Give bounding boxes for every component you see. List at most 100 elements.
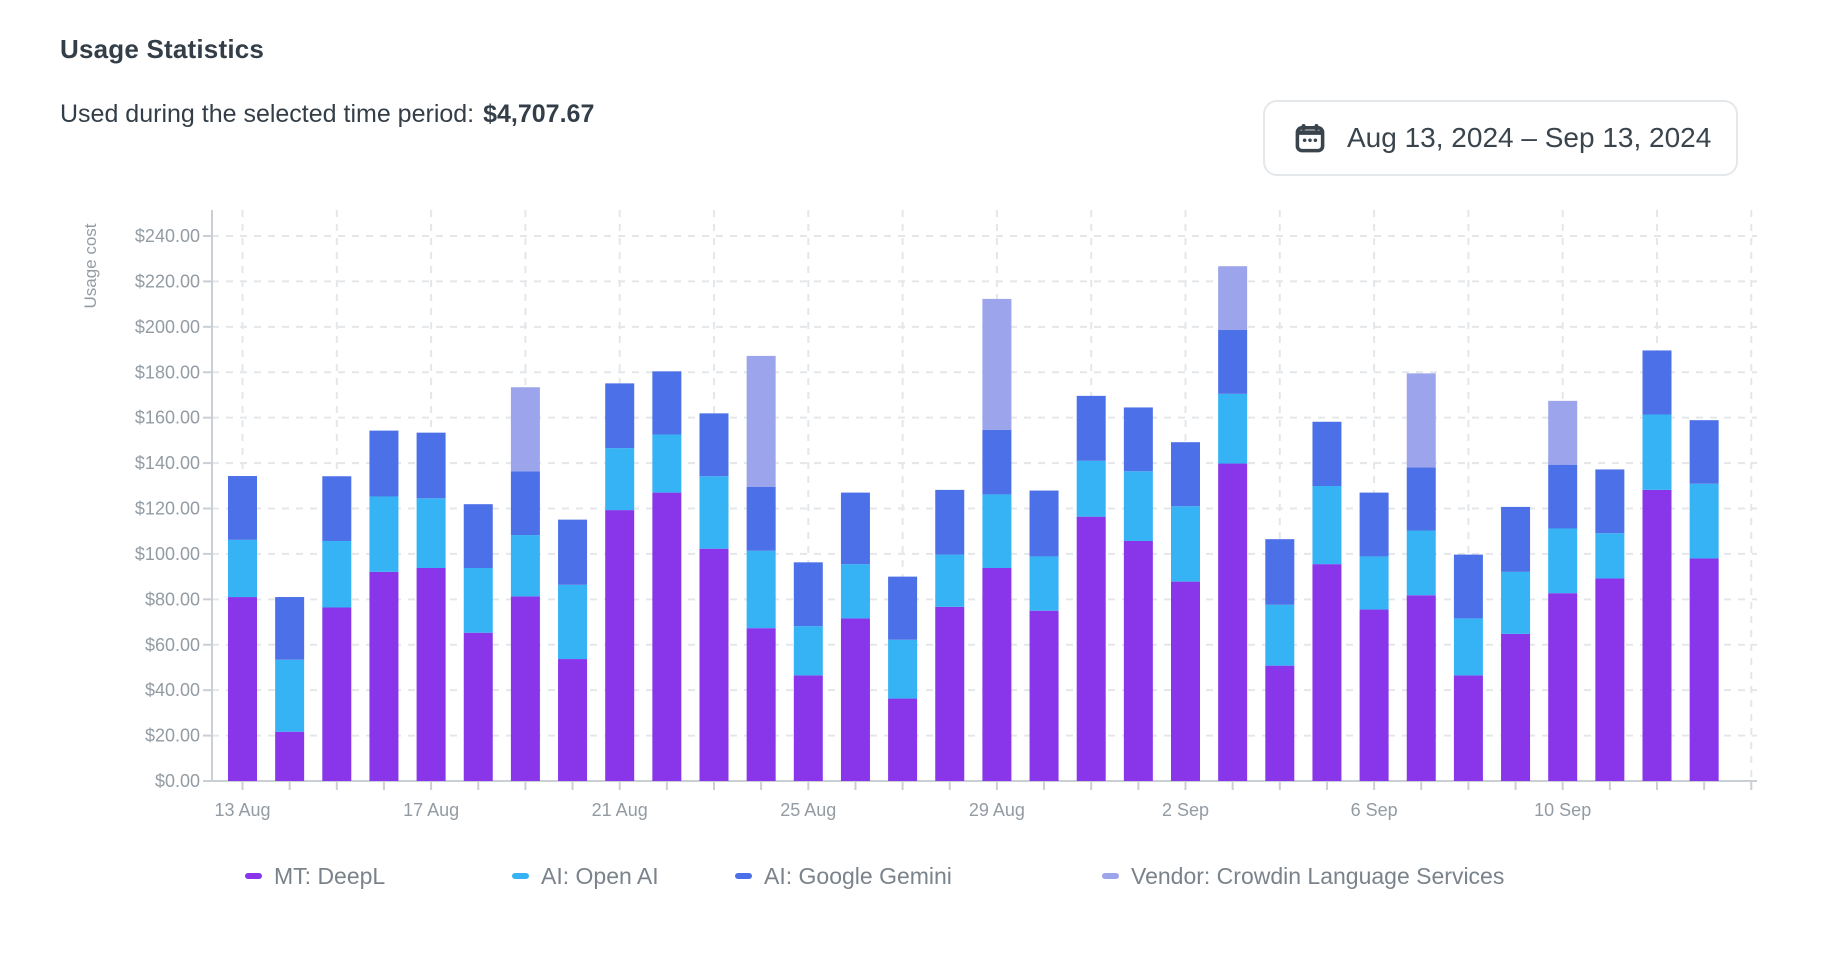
bar-segment-3-sep-vendor-crowdin-language-services[interactable] — [1218, 266, 1248, 331]
bar-segment-24-aug-mt-deepl[interactable] — [746, 628, 776, 781]
bar-segment-11-sep-ai-open-ai[interactable] — [1595, 533, 1625, 579]
bar-segment-5-sep-ai-open-ai[interactable] — [1312, 486, 1342, 565]
bar-segment-10-sep-mt-deepl[interactable] — [1548, 593, 1578, 781]
bar-segment-29-aug-vendor-crowdin-language-services[interactable] — [982, 298, 1012, 430]
bar-segment-23-aug-mt-deepl[interactable] — [699, 548, 729, 781]
bar-segment-11-sep-ai-google-gemini[interactable] — [1595, 469, 1625, 534]
bar-segment-29-aug-mt-deepl[interactable] — [982, 567, 1012, 781]
bar-segment-12-sep-mt-deepl[interactable] — [1642, 489, 1672, 781]
bar-segment-13-aug-ai-google-gemini[interactable] — [228, 476, 257, 540]
bar-segment-27-aug-mt-deepl[interactable] — [888, 698, 918, 781]
bar-segment-31-aug-ai-open-ai[interactable] — [1076, 460, 1106, 517]
bar-segment-18-aug-ai-google-gemini[interactable] — [463, 504, 493, 568]
bar-segment-16-aug-mt-deepl[interactable] — [369, 571, 399, 781]
bar-segment-9-sep-ai-google-gemini[interactable] — [1501, 506, 1531, 572]
bar-segment-13-sep-ai-google-gemini[interactable] — [1689, 420, 1719, 484]
bar-segment-30-aug-ai-google-gemini[interactable] — [1029, 490, 1059, 557]
bar-segment-27-aug-ai-google-gemini[interactable] — [888, 576, 918, 640]
bar-segment-7-sep-ai-open-ai[interactable] — [1406, 530, 1436, 596]
bar-segment-12-sep-ai-open-ai[interactable] — [1642, 414, 1672, 490]
bar-segment-24-aug-vendor-crowdin-language-services[interactable] — [746, 355, 776, 487]
bar-segment-21-aug-mt-deepl[interactable] — [605, 510, 635, 781]
bar-segment-23-aug-ai-google-gemini[interactable] — [699, 413, 729, 477]
bar-segment-30-aug-ai-open-ai[interactable] — [1029, 556, 1059, 611]
bar-segment-16-aug-ai-google-gemini[interactable] — [369, 430, 399, 497]
bar-segment-22-aug-mt-deepl[interactable] — [652, 492, 682, 781]
bar-segment-10-sep-ai-google-gemini[interactable] — [1548, 464, 1578, 529]
bar-segment-2-sep-mt-deepl[interactable] — [1171, 581, 1200, 781]
bar-segment-10-sep-ai-open-ai[interactable] — [1548, 528, 1578, 594]
bar-segment-8-sep-mt-deepl[interactable] — [1453, 675, 1483, 781]
bar-segment-5-sep-mt-deepl[interactable] — [1312, 564, 1342, 781]
bar-segment-21-aug-ai-google-gemini[interactable] — [605, 383, 635, 449]
bar-segment-6-sep-ai-open-ai[interactable] — [1359, 556, 1389, 610]
bar-segment-5-sep-ai-google-gemini[interactable] — [1312, 421, 1342, 487]
bar-segment-9-sep-mt-deepl[interactable] — [1501, 633, 1531, 781]
bar-segment-25-aug-mt-deepl[interactable] — [793, 675, 823, 781]
bar-segment-3-sep-ai-google-gemini[interactable] — [1218, 330, 1248, 394]
legend-item-vendor-crowdin-language-services[interactable]: Vendor: Crowdin Language Services — [1102, 861, 1504, 891]
bar-segment-10-sep-vendor-crowdin-language-services[interactable] — [1548, 400, 1578, 465]
bar-segment-8-sep-ai-google-gemini[interactable] — [1453, 554, 1483, 619]
bar-segment-15-aug-mt-deepl[interactable] — [322, 607, 352, 781]
bar-segment-16-aug-ai-open-ai[interactable] — [369, 496, 399, 572]
bar-segment-2-sep-ai-open-ai[interactable] — [1171, 506, 1200, 582]
bar-segment-15-aug-ai-google-gemini[interactable] — [322, 476, 352, 541]
bar-segment-30-aug-mt-deepl[interactable] — [1029, 610, 1059, 781]
bar-segment-14-aug-ai-google-gemini[interactable] — [275, 597, 305, 660]
bar-segment-14-aug-ai-open-ai[interactable] — [275, 659, 305, 732]
legend-item-mt-deepl[interactable]: MT: DeepL — [245, 861, 385, 891]
bar-segment-4-sep-ai-open-ai[interactable] — [1265, 604, 1295, 666]
bar-segment-29-aug-ai-google-gemini[interactable] — [982, 429, 1012, 495]
bar-segment-13-aug-ai-open-ai[interactable] — [228, 539, 257, 598]
bar-segment-20-aug-mt-deepl[interactable] — [558, 659, 588, 781]
bar-segment-6-sep-ai-google-gemini[interactable] — [1359, 492, 1389, 557]
bar-segment-1-sep-ai-open-ai[interactable] — [1123, 471, 1153, 541]
bar-segment-21-aug-ai-open-ai[interactable] — [605, 448, 635, 511]
bar-segment-14-aug-mt-deepl[interactable] — [275, 731, 305, 781]
bar-segment-24-aug-ai-open-ai[interactable] — [746, 550, 776, 629]
bar-segment-4-sep-mt-deepl[interactable] — [1265, 665, 1295, 781]
date-range-picker[interactable]: Aug 13, 2024 – Sep 13, 2024 — [1263, 100, 1738, 176]
bar-segment-17-aug-mt-deepl[interactable] — [416, 567, 446, 781]
bar-segment-4-sep-ai-google-gemini[interactable] — [1265, 539, 1295, 605]
bar-segment-13-aug-mt-deepl[interactable] — [228, 597, 257, 781]
bar-segment-28-aug-ai-google-gemini[interactable] — [935, 489, 965, 555]
bar-segment-1-sep-mt-deepl[interactable] — [1123, 540, 1153, 781]
legend-item-ai-google-gemini[interactable]: AI: Google Gemini — [735, 861, 952, 891]
bar-segment-2-sep-ai-google-gemini[interactable] — [1171, 442, 1200, 507]
bar-segment-17-aug-ai-open-ai[interactable] — [416, 498, 446, 568]
bar-segment-19-aug-vendor-crowdin-language-services[interactable] — [510, 387, 540, 472]
bar-segment-20-aug-ai-open-ai[interactable] — [558, 584, 588, 660]
bar-segment-7-sep-vendor-crowdin-language-services[interactable] — [1406, 373, 1436, 468]
bar-segment-1-sep-ai-google-gemini[interactable] — [1123, 407, 1153, 472]
bar-segment-31-aug-mt-deepl[interactable] — [1076, 516, 1106, 781]
legend-item-ai-open-ai[interactable]: AI: Open AI — [512, 861, 659, 891]
bar-segment-3-sep-mt-deepl[interactable] — [1218, 463, 1248, 781]
bar-segment-26-aug-ai-google-gemini[interactable] — [840, 492, 870, 565]
bar-segment-19-aug-mt-deepl[interactable] — [510, 596, 540, 781]
bar-segment-9-sep-ai-open-ai[interactable] — [1501, 571, 1531, 634]
bar-segment-28-aug-ai-open-ai[interactable] — [935, 554, 965, 607]
bar-segment-7-sep-ai-google-gemini[interactable] — [1406, 467, 1436, 531]
bar-segment-15-aug-ai-open-ai[interactable] — [322, 540, 352, 608]
bar-segment-22-aug-ai-open-ai[interactable] — [652, 434, 682, 493]
bar-segment-17-aug-ai-google-gemini[interactable] — [416, 432, 446, 499]
bar-segment-19-aug-ai-google-gemini[interactable] — [510, 471, 540, 536]
bar-segment-31-aug-ai-google-gemini[interactable] — [1076, 395, 1106, 461]
bar-segment-25-aug-ai-open-ai[interactable] — [793, 626, 823, 676]
bar-segment-24-aug-ai-google-gemini[interactable] — [746, 486, 776, 551]
bar-segment-27-aug-ai-open-ai[interactable] — [888, 639, 918, 699]
bar-segment-18-aug-ai-open-ai[interactable] — [463, 567, 493, 633]
bar-segment-29-aug-ai-open-ai[interactable] — [982, 494, 1012, 568]
bar-segment-28-aug-mt-deepl[interactable] — [935, 606, 965, 781]
bar-segment-13-sep-mt-deepl[interactable] — [1689, 558, 1719, 781]
bar-segment-13-sep-ai-open-ai[interactable] — [1689, 483, 1719, 559]
bar-segment-22-aug-ai-google-gemini[interactable] — [652, 371, 682, 435]
bar-segment-19-aug-ai-open-ai[interactable] — [510, 535, 540, 597]
bar-segment-26-aug-mt-deepl[interactable] — [840, 618, 870, 781]
bar-segment-20-aug-ai-google-gemini[interactable] — [558, 519, 588, 585]
bar-segment-6-sep-mt-deepl[interactable] — [1359, 609, 1389, 781]
bar-segment-23-aug-ai-open-ai[interactable] — [699, 476, 729, 549]
bar-segment-3-sep-ai-open-ai[interactable] — [1218, 393, 1248, 464]
